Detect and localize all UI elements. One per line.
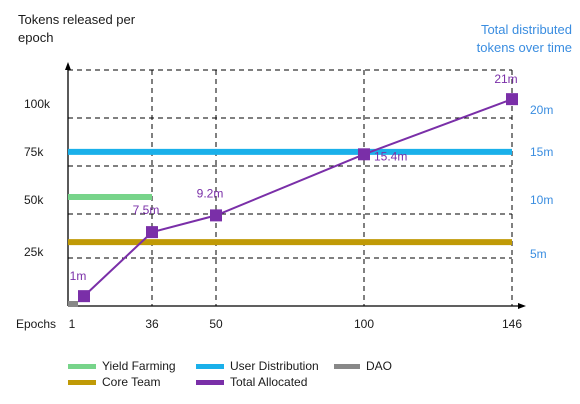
x-axis-arrow xyxy=(518,303,526,309)
left-axis-title-line-1: epoch xyxy=(18,30,53,45)
right-axis-title-line-1: tokens over time xyxy=(477,40,572,55)
legend-label-user-distribution: User Distribution xyxy=(230,359,319,373)
x-tick-label-0: 1 xyxy=(69,317,76,331)
series-dao-bar xyxy=(68,301,78,307)
legend-label-yield-farming: Yield Farming xyxy=(102,359,176,373)
x-tick-label-1: 36 xyxy=(145,317,159,331)
right-tick-label-0: 20m xyxy=(530,103,553,117)
x-tick-label-2: 50 xyxy=(209,317,223,331)
left-tick-label-2: 50k xyxy=(24,193,44,207)
legend-label-total-allocated: Total Allocated xyxy=(230,375,307,389)
legend-swatch-user-distribution xyxy=(196,364,224,369)
total-allocated-point-4 xyxy=(506,93,518,106)
left-tick-label-1: 75k xyxy=(24,145,44,159)
legend-label-core-team: Core Team xyxy=(102,375,160,389)
legend-swatch-total-allocated xyxy=(196,380,224,385)
total-allocated-point-2 xyxy=(210,209,222,222)
x-tick-label-3: 100 xyxy=(354,317,374,331)
legend-swatch-dao xyxy=(334,364,360,369)
right-tick-label-3: 5m xyxy=(530,247,547,261)
right-tick-label-1: 15m xyxy=(530,145,553,159)
total-allocated-data-label-4: 21m xyxy=(494,72,517,86)
left-tick-label-0: 100k xyxy=(24,97,51,111)
right-axis-title-line-0: Total distributed xyxy=(481,22,572,37)
total-allocated-point-0 xyxy=(78,290,90,303)
total-allocated-point-3 xyxy=(358,148,370,161)
left-tick-label-3: 25k xyxy=(24,245,44,259)
x-tick-label-4: 146 xyxy=(502,317,522,331)
total-allocated-data-label-0: 1m xyxy=(70,269,87,283)
legend-swatch-yield-farming xyxy=(68,364,96,369)
legend-swatch-core-team xyxy=(68,380,96,385)
y-axis-arrow xyxy=(65,62,71,70)
total-allocated-data-label-3: 15.4m xyxy=(374,149,407,163)
x-axis-label: Epochs xyxy=(16,317,56,331)
right-tick-label-2: 10m xyxy=(530,193,553,207)
total-allocated-data-label-2: 9.2m xyxy=(197,186,224,200)
left-axis-title-line-0: Tokens released per xyxy=(18,12,136,27)
legend-label-dao: DAO xyxy=(366,359,392,373)
total-allocated-point-1 xyxy=(146,226,158,239)
total-allocated-data-label-1: 7.5m xyxy=(133,203,160,217)
